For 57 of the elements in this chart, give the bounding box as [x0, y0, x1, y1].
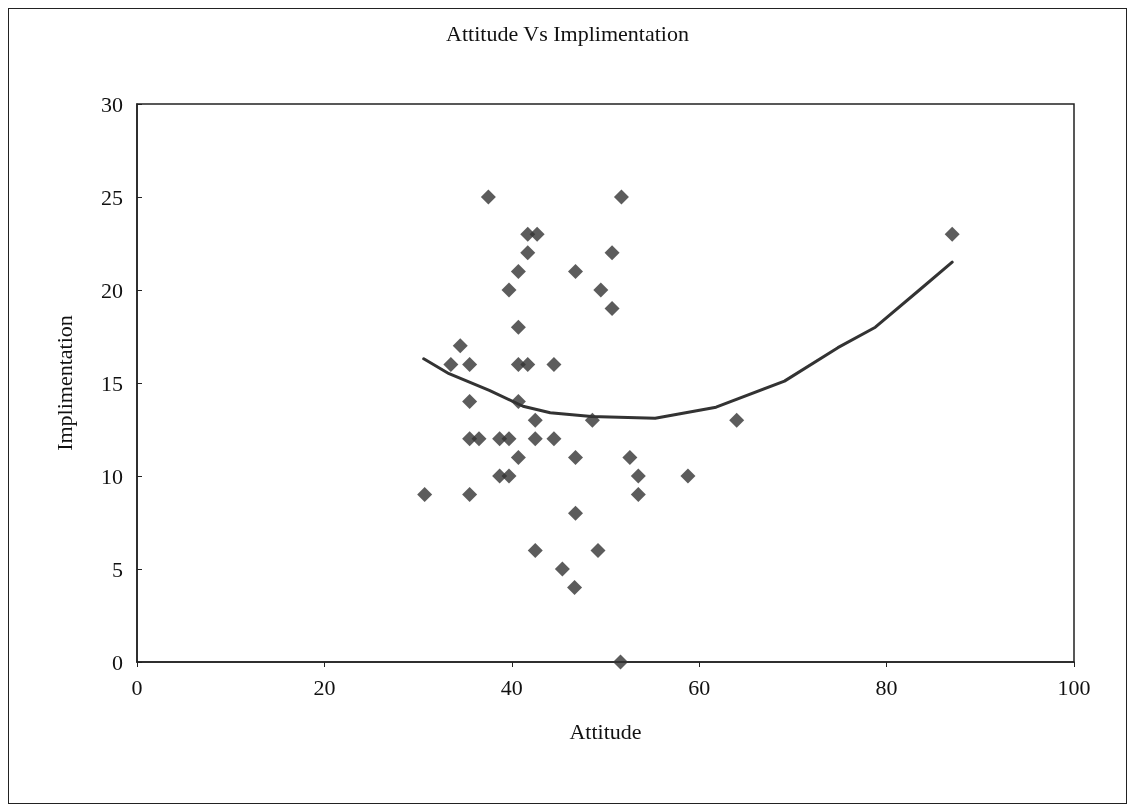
point: [527, 542, 543, 558]
x-tick-label: 60: [688, 674, 711, 700]
point: [729, 412, 745, 428]
point: [527, 431, 543, 447]
y-tick-label: 25: [101, 184, 123, 210]
point: [480, 189, 496, 205]
x-tick-label: 40: [500, 674, 523, 700]
point: [452, 338, 468, 354]
point: [462, 356, 478, 372]
point: [604, 245, 620, 261]
point: [546, 431, 562, 447]
y-tick-label: 30: [101, 91, 123, 117]
x-tick-label: 100: [1057, 674, 1091, 700]
point: [604, 301, 620, 317]
y-tick-label: 10: [101, 463, 123, 489]
y-tick-label: 15: [101, 370, 123, 396]
y-tick-label: 0: [112, 649, 123, 675]
x-axis-title: Attitude: [569, 718, 642, 744]
point: [510, 263, 526, 279]
point: [417, 487, 433, 503]
point: [590, 542, 606, 558]
y-axis-title: Implimentation: [51, 315, 77, 451]
point: [520, 356, 536, 372]
point: [510, 319, 526, 335]
point: [501, 468, 517, 484]
point: [612, 654, 628, 670]
point: [501, 282, 517, 298]
chart-title: Attitude Vs Implimentation: [446, 20, 689, 46]
point: [462, 394, 478, 410]
point: [462, 487, 478, 503]
point: [546, 356, 562, 372]
point: [613, 189, 629, 205]
point: [567, 580, 583, 596]
point: [680, 468, 696, 484]
x-tick-label: 0: [131, 674, 143, 700]
point: [568, 449, 584, 465]
y-tick-label: 20: [101, 277, 123, 303]
point: [630, 487, 646, 503]
point: [622, 449, 638, 465]
x-tick-label: 20: [313, 674, 336, 700]
y-tick-label: 5: [112, 556, 123, 582]
point: [471, 431, 487, 447]
x-tick-label: 80: [875, 674, 898, 700]
point: [568, 263, 584, 279]
point: [944, 226, 960, 242]
point: [501, 431, 517, 447]
point: [593, 282, 609, 298]
point: [527, 412, 543, 428]
point: [529, 226, 545, 242]
point: [510, 394, 526, 410]
point: [568, 505, 584, 521]
point: [443, 356, 459, 372]
point: [520, 245, 536, 261]
point: [584, 412, 600, 428]
point: [630, 468, 646, 484]
point: [554, 561, 570, 577]
point: [510, 449, 526, 465]
